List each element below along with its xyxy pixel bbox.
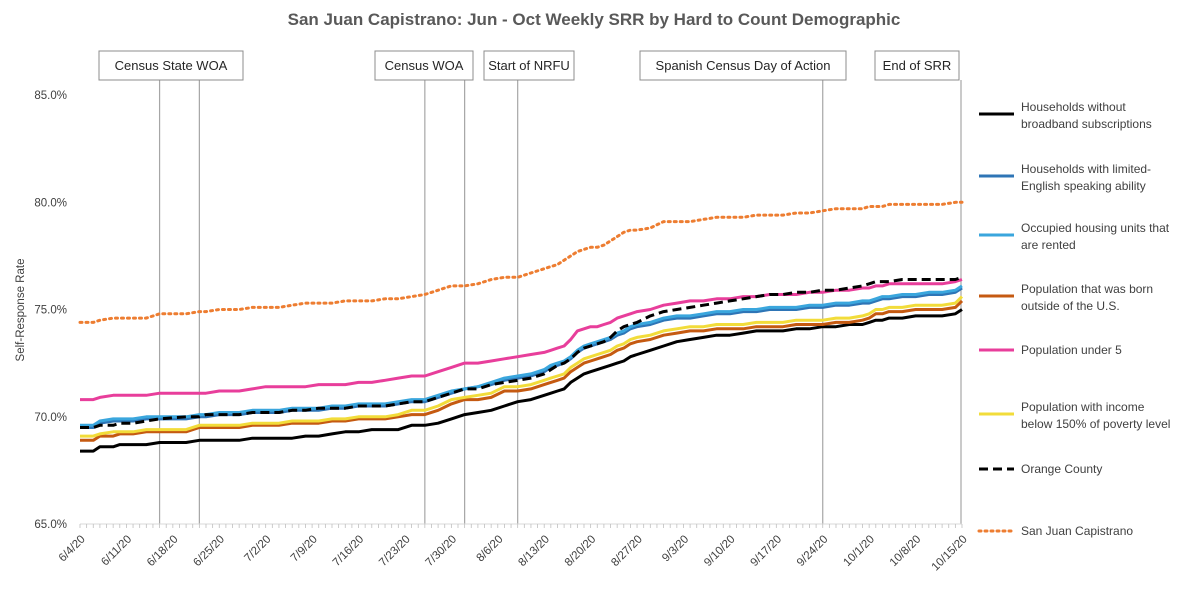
y-tick-label: 85.0% — [34, 90, 67, 102]
event-label: Start of NRFU — [488, 58, 570, 73]
x-tick-label: 6/4/20 — [57, 533, 88, 564]
series-lines — [78, 200, 964, 453]
series-line — [80, 308, 963, 453]
x-tick-label: 8/13/20 — [516, 533, 552, 569]
x-tick-label: 10/8/20 — [888, 533, 924, 569]
x-tick-label: 10/1/20 — [841, 533, 877, 569]
x-tick-label: 7/30/20 — [424, 533, 460, 569]
legend-label: are rented — [1021, 238, 1076, 252]
legend-label: broadband subscriptions — [1021, 117, 1152, 131]
series-line — [80, 284, 963, 427]
chart-title: San Juan Capistrano: Jun - Oct Weekly SR… — [288, 10, 901, 29]
series-line — [80, 278, 963, 402]
event-label: Census WOA — [385, 58, 464, 73]
legend: Households without broadband subscription… — [977, 100, 1170, 538]
x-tick-label: 7/16/20 — [331, 533, 367, 569]
series-line — [78, 200, 964, 324]
y-tick-label: 75.0% — [34, 305, 67, 317]
x-tick-label: 9/10/20 — [702, 533, 738, 569]
x-tick-label: 7/9/20 — [289, 533, 320, 564]
x-tick-label: 6/11/20 — [99, 533, 134, 568]
series-line — [80, 299, 964, 442]
legend-label: Population with income — [1021, 400, 1145, 414]
legend-label: Orange County — [1021, 462, 1102, 476]
y-tick-label: 65.0% — [34, 519, 67, 531]
x-tick-label: 9/24/20 — [795, 533, 831, 569]
x-tick-label: 8/6/20 — [475, 533, 506, 564]
axes: 65.0% 70.0% 75.0% 80.0% 85.0% 6/4/20 6/11/20 6/… — [34, 90, 969, 573]
event-boxes: Census State WOA Census WOA Start of NRFU S… — [98, 50, 960, 81]
x-tick-label: 6/25/20 — [191, 533, 227, 569]
event-label: End of SRR — [883, 58, 952, 73]
legend-label: Population under 5 — [1021, 343, 1122, 357]
x-tick-label: 6/18/20 — [145, 533, 181, 569]
legend-label: Occupied housing units that — [1021, 221, 1170, 235]
event-label-box — [639, 50, 847, 81]
event-label-box — [483, 50, 575, 81]
legend-label: English speaking ability — [1021, 179, 1146, 193]
event-label: Spanish Census Day of Action — [656, 58, 831, 73]
x-tick-label: 7/2/20 — [242, 533, 273, 564]
event-label: Census State WOA — [115, 58, 228, 73]
series-line — [80, 286, 963, 429]
series-line — [80, 275, 963, 429]
x-tick-label: 10/15/20 — [930, 533, 970, 573]
y-tick-label: 70.0% — [34, 412, 67, 424]
legend-label: Households without — [1021, 100, 1126, 114]
event-label-box — [874, 50, 960, 81]
series-line — [80, 295, 964, 438]
legend-label: Households with limited- — [1021, 162, 1151, 176]
x-tick-label: 9/17/20 — [749, 533, 785, 569]
x-tick-label: 8/27/20 — [609, 533, 645, 569]
y-tick-label: 80.0% — [34, 197, 67, 209]
event-lines — [158, 80, 962, 524]
x-tick-label: 8/20/20 — [563, 533, 599, 569]
y-axis-label: Self-Response Rate — [15, 259, 27, 362]
event-label-box — [98, 50, 244, 81]
x-tick-label: 9/3/20 — [660, 533, 691, 564]
x-tick-label: 7/23/20 — [377, 533, 413, 569]
legend-label: San Juan Capistrano — [1021, 524, 1133, 538]
event-label-box — [374, 50, 474, 81]
legend-label: Population that was born — [1021, 282, 1153, 296]
legend-label: below 150% of poverty level — [1021, 417, 1170, 431]
legend-label: outside of the U.S. — [1021, 299, 1120, 313]
